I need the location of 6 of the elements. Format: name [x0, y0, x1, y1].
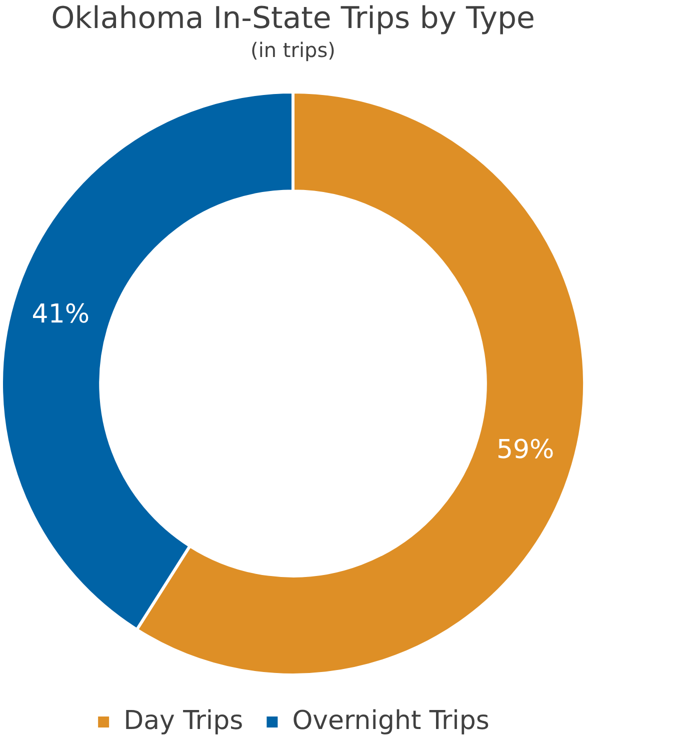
legend-label: Overnight Trips	[292, 706, 490, 736]
chart-subtitle: (in trips)	[250, 38, 336, 62]
chart-title: Oklahoma In-State Trips by Type	[51, 0, 535, 36]
legend-label: Day Trips	[124, 706, 244, 736]
data-label: 59%	[496, 434, 554, 465]
data-label: 41%	[32, 300, 90, 330]
